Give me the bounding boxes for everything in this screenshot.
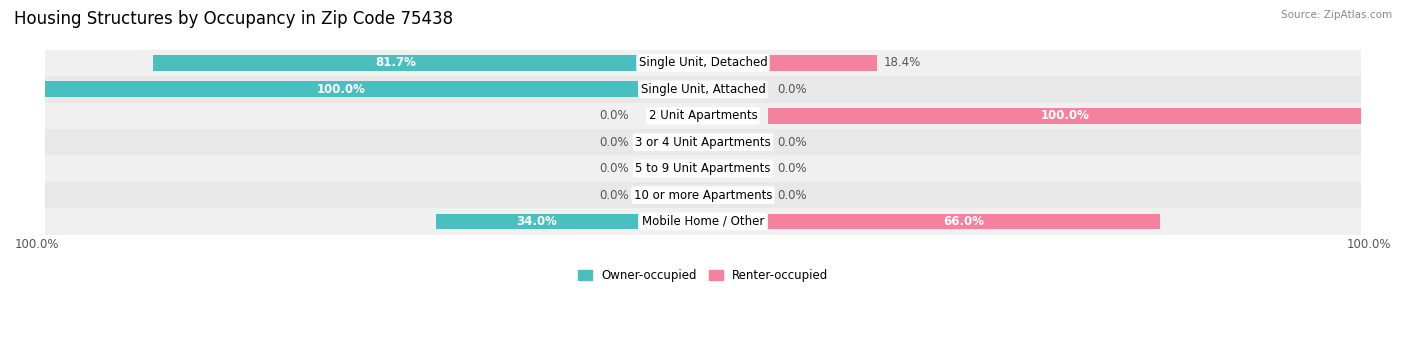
Bar bbox=[768, 55, 877, 71]
Text: 0.0%: 0.0% bbox=[599, 162, 628, 175]
Bar bbox=[45, 208, 1361, 235]
Bar bbox=[45, 182, 1361, 208]
Text: 100.0%: 100.0% bbox=[316, 83, 366, 96]
Text: 0.0%: 0.0% bbox=[599, 136, 628, 149]
Text: 34.0%: 34.0% bbox=[516, 215, 557, 228]
Text: 100.0%: 100.0% bbox=[15, 238, 59, 251]
Text: 0.0%: 0.0% bbox=[599, 188, 628, 201]
Bar bbox=[45, 50, 1361, 76]
Text: Housing Structures by Occupancy in Zip Code 75438: Housing Structures by Occupancy in Zip C… bbox=[14, 10, 453, 28]
Text: 81.7%: 81.7% bbox=[375, 56, 416, 69]
Text: 5 to 9 Unit Apartments: 5 to 9 Unit Apartments bbox=[636, 162, 770, 175]
Text: 10 or more Apartments: 10 or more Apartments bbox=[634, 188, 772, 201]
Bar bbox=[768, 213, 1160, 229]
Text: 3 or 4 Unit Apartments: 3 or 4 Unit Apartments bbox=[636, 136, 770, 149]
Bar bbox=[45, 155, 1361, 182]
Text: Single Unit, Detached: Single Unit, Detached bbox=[638, 56, 768, 69]
Bar bbox=[768, 108, 1361, 124]
Text: 100.0%: 100.0% bbox=[1040, 109, 1090, 122]
Text: 0.0%: 0.0% bbox=[778, 83, 807, 96]
Bar bbox=[45, 129, 1361, 155]
Bar bbox=[45, 103, 1361, 129]
Legend: Owner-occupied, Renter-occupied: Owner-occupied, Renter-occupied bbox=[572, 264, 834, 287]
Bar bbox=[153, 55, 638, 71]
Text: Source: ZipAtlas.com: Source: ZipAtlas.com bbox=[1281, 10, 1392, 20]
Text: 100.0%: 100.0% bbox=[1347, 238, 1391, 251]
Text: Mobile Home / Other: Mobile Home / Other bbox=[641, 215, 765, 228]
Text: 0.0%: 0.0% bbox=[778, 162, 807, 175]
Text: 2 Unit Apartments: 2 Unit Apartments bbox=[648, 109, 758, 122]
Bar bbox=[45, 76, 1361, 103]
Text: 0.0%: 0.0% bbox=[599, 109, 628, 122]
Text: 66.0%: 66.0% bbox=[943, 215, 984, 228]
Text: 0.0%: 0.0% bbox=[778, 136, 807, 149]
Bar bbox=[436, 213, 638, 229]
Text: 0.0%: 0.0% bbox=[778, 188, 807, 201]
Text: 18.4%: 18.4% bbox=[883, 56, 921, 69]
Text: Single Unit, Attached: Single Unit, Attached bbox=[641, 83, 765, 96]
Bar bbox=[45, 81, 638, 97]
